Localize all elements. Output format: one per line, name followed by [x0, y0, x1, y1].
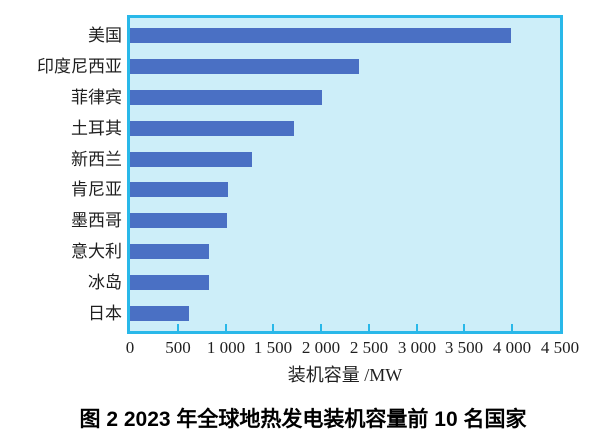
x-axis-tick-mark: [225, 324, 227, 331]
y-axis-category-label: 冰岛: [88, 273, 122, 292]
y-axis-category-label: 菲律宾: [71, 88, 122, 107]
figure-caption: 图 2 2023 年全球地热发电装机容量前 10 名国家: [79, 408, 527, 431]
x-axis-tick-label: 3 000: [397, 338, 437, 357]
chart-bar: [130, 306, 189, 321]
x-axis-tick-label: 0: [125, 338, 135, 357]
x-axis-tick-label: 4 000: [492, 338, 532, 357]
x-axis-tick-label: 2 500: [349, 338, 389, 357]
y-axis-category-label: 印度尼西亚: [37, 57, 122, 76]
chart-bar: [130, 89, 322, 105]
chart-bar: [130, 120, 294, 136]
x-axis-tick-label: 2 000: [301, 338, 341, 357]
x-axis-tick-label: 3 500: [444, 338, 484, 357]
y-axis-category-label: 美国: [88, 26, 122, 45]
x-axis-tick-label: 4 500: [540, 338, 580, 357]
y-axis-category-label: 日本: [88, 304, 122, 323]
y-axis-category-label: 土耳其: [71, 119, 122, 138]
x-axis-tick-mark: [272, 324, 274, 331]
x-axis-tick-mark: [416, 324, 418, 331]
x-axis-tick-label: 1 000: [206, 338, 246, 357]
x-axis-tick-mark: [463, 324, 465, 331]
chart-plot-area: [127, 15, 563, 334]
chart-bar: [130, 58, 359, 74]
y-axis-category-label: 意大利: [71, 242, 122, 261]
y-axis-category-label: 新西兰: [71, 150, 122, 169]
chart-bar: [130, 182, 228, 198]
chart-bar: [130, 213, 227, 229]
chart-bar: [130, 244, 209, 260]
x-axis-title: 装机容量 /MW: [287, 365, 403, 385]
x-axis-tick-mark: [177, 324, 179, 331]
y-axis-category-label: 墨西哥: [71, 211, 122, 230]
y-axis-category-label: 肯尼亚: [71, 180, 122, 199]
x-axis-tick-label: 500: [165, 338, 191, 357]
chart-bar: [130, 28, 511, 43]
x-axis-tick-label: 1 500: [253, 338, 293, 357]
chart-bar: [130, 151, 252, 167]
x-axis-tick-mark: [320, 324, 322, 331]
chart-bar: [130, 275, 209, 291]
x-axis-tick-mark: [511, 324, 513, 331]
x-axis-tick-mark: [368, 324, 370, 331]
